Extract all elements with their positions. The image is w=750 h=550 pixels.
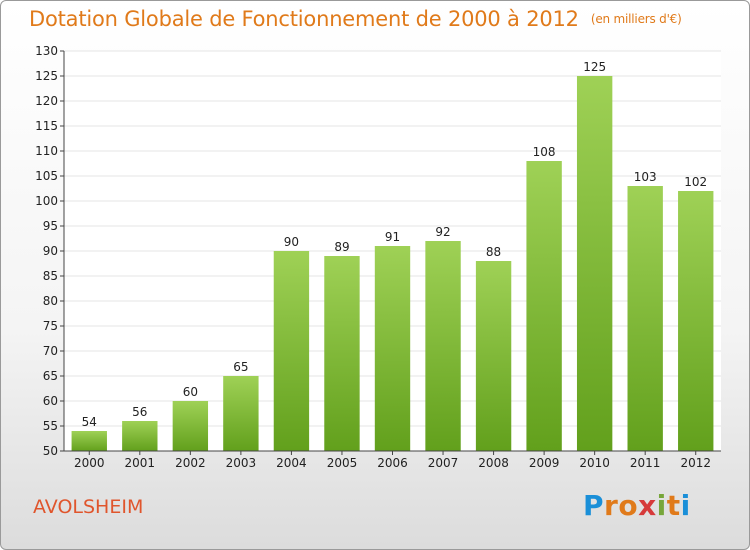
data-label: 65 bbox=[233, 360, 248, 374]
y-tick-label: 50 bbox=[43, 444, 58, 458]
data-label: 91 bbox=[385, 230, 400, 244]
y-tick-label: 105 bbox=[35, 169, 58, 183]
bar bbox=[223, 376, 259, 451]
bar bbox=[425, 241, 461, 451]
data-label: 102 bbox=[684, 175, 707, 189]
x-tick-label: 2003 bbox=[226, 456, 257, 470]
chart-title-text: Dotation Globale de Fonctionnement de 20… bbox=[29, 7, 579, 31]
bar bbox=[475, 261, 512, 451]
bar bbox=[678, 191, 714, 451]
bar bbox=[627, 186, 663, 451]
bar bbox=[374, 246, 411, 451]
y-tick-label: 110 bbox=[35, 144, 58, 158]
data-label: 60 bbox=[183, 385, 198, 399]
bar bbox=[526, 161, 562, 451]
x-tick-label: 2010 bbox=[579, 456, 610, 470]
chart-title: Dotation Globale de Fonctionnement de 20… bbox=[29, 7, 682, 31]
bar bbox=[122, 421, 158, 451]
commune-name: AVOLSHEIM bbox=[33, 496, 144, 518]
y-tick-label: 85 bbox=[43, 269, 58, 283]
bars bbox=[71, 76, 714, 451]
y-tick-label: 70 bbox=[43, 344, 58, 358]
data-label: 90 bbox=[284, 235, 299, 249]
y-tick-label: 120 bbox=[35, 94, 58, 108]
y-tick-label: 130 bbox=[35, 44, 58, 58]
y-tick-label: 125 bbox=[35, 69, 58, 83]
x-tick-label: 2000 bbox=[74, 456, 105, 470]
chart-subtitle: (en milliers d'€) bbox=[590, 12, 682, 26]
data-label: 89 bbox=[334, 240, 349, 254]
logo-letter: i bbox=[680, 489, 691, 522]
y-tick-label: 60 bbox=[43, 394, 58, 408]
data-label: 92 bbox=[435, 225, 450, 239]
data-label: 56 bbox=[132, 405, 147, 419]
y-tick-label: 115 bbox=[35, 119, 58, 133]
data-label: 54 bbox=[82, 415, 97, 429]
data-label: 108 bbox=[533, 145, 556, 159]
x-tick-label: 2012 bbox=[680, 456, 711, 470]
data-label: 103 bbox=[634, 170, 657, 184]
x-tick-label: 2011 bbox=[630, 456, 661, 470]
x-tick-label: 2002 bbox=[175, 456, 206, 470]
y-tick-label: 95 bbox=[43, 219, 58, 233]
bar bbox=[324, 256, 360, 451]
logo-letter: i bbox=[656, 489, 667, 522]
x-tick-label: 2007 bbox=[428, 456, 459, 470]
y-tick-label: 90 bbox=[43, 244, 58, 258]
y-tick-label: 55 bbox=[43, 419, 58, 433]
proxiti-logo: Proxiti bbox=[583, 489, 691, 522]
x-tick-label: 2006 bbox=[377, 456, 408, 470]
y-tick-label: 75 bbox=[43, 319, 58, 333]
data-label: 88 bbox=[486, 245, 501, 259]
data-label: 125 bbox=[583, 60, 606, 74]
logo-letter: P bbox=[583, 489, 605, 522]
bar bbox=[71, 431, 107, 451]
y-tick-label: 80 bbox=[43, 294, 58, 308]
x-tick-label: 2001 bbox=[125, 456, 156, 470]
bar bbox=[273, 251, 310, 451]
logo-letter: r bbox=[604, 489, 619, 522]
y-tick-label: 100 bbox=[35, 194, 58, 208]
x-tick-label: 2004 bbox=[276, 456, 307, 470]
logo-letter: o bbox=[618, 489, 639, 522]
logo-letter: x bbox=[638, 489, 657, 522]
data-labels: 54 56 60 65 90 89 91 92 88 108 125 103 102 bbox=[82, 60, 708, 429]
x-tick-label: 2008 bbox=[478, 456, 509, 470]
x-axis: 2000 2001 2002 2003 2004 2005 2006 2007 2008 2009… bbox=[64, 450, 721, 470]
bar bbox=[576, 76, 613, 451]
bar bbox=[172, 401, 209, 451]
logo-letter: t bbox=[666, 489, 681, 522]
y-axis: 50 55 60 65 70 75 80 85 90 95 100 105 110 115 120 125 13… bbox=[35, 44, 65, 458]
y-tick-label: 65 bbox=[43, 369, 58, 383]
x-tick-label: 2009 bbox=[529, 456, 560, 470]
x-tick-label: 2005 bbox=[327, 456, 358, 470]
